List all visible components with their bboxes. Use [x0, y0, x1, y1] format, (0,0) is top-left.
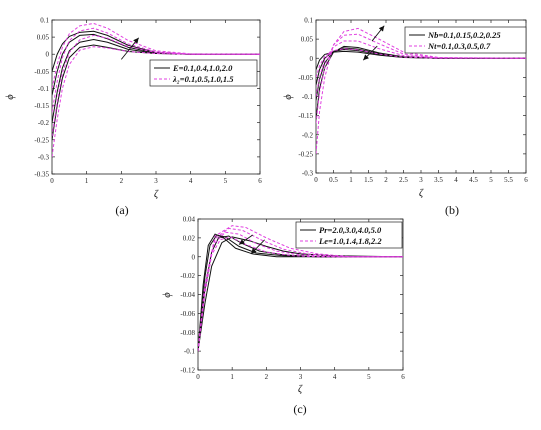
y-tick-label: -0.1 [184, 348, 196, 356]
x-tick-label: 3 [419, 176, 423, 184]
series-line-dashed [52, 34, 260, 137]
legend-label: Le=1.0,1.4,1.8,2.2 [318, 236, 382, 246]
x-tick-label: 4 [189, 177, 193, 185]
x-tick-label: 1 [230, 373, 234, 381]
x-tick-label: 4.5 [469, 176, 478, 184]
x-tick-label: 5 [224, 177, 228, 185]
y-tick-label: 0.04 [183, 216, 196, 224]
y-tick-label: -0.1 [302, 93, 314, 101]
panel-label: (c) [293, 402, 306, 416]
y-tick-label: -0.15 [34, 102, 49, 110]
legend-box [295, 221, 403, 249]
x-tick-label: 3 [299, 373, 303, 381]
x-axis-label: ζ [298, 384, 303, 395]
x-tick-label: 0.5 [329, 176, 338, 184]
x-tick-label: 6 [258, 177, 262, 185]
y-tick-label: -0.2 [38, 119, 50, 127]
legend-box [404, 26, 527, 54]
y-tick-label: -0.1 [38, 85, 50, 93]
series-line-dashed [316, 48, 526, 78]
series-line-solid [198, 233, 403, 352]
x-tick-label: 1 [349, 176, 353, 184]
legend-box [149, 59, 258, 87]
x-tick-label: 1.5 [364, 176, 373, 184]
x-tick-label: 3 [154, 177, 158, 185]
series-line-solid [198, 236, 403, 352]
trend-arrow [362, 45, 378, 61]
trend-arrow [238, 234, 253, 245]
x-tick-label: 5 [489, 176, 493, 184]
y-axis-label: ϕ [283, 94, 294, 99]
x-tick-label: 0 [196, 373, 200, 381]
y-tick-label: -0.05 [34, 68, 49, 76]
x-tick-label: 4 [454, 176, 458, 184]
trend-arrow [250, 239, 265, 255]
series-line-dashed [198, 231, 403, 352]
x-tick-label: 2.5 [399, 176, 408, 184]
series-group [316, 27, 526, 154]
y-tick-label: -0.3 [38, 153, 50, 161]
y-tick-label: -0.15 [298, 112, 313, 120]
y-tick-label: -0.2 [302, 131, 314, 139]
y-tick-label: 0.1 [304, 17, 313, 25]
panel-1: 0 0.5 1 1.5 2 2.5 3 3.5 4 4.5 5 5.5 6 0.1 0.05 0 -0.05 -0… [283, 17, 528, 218]
y-tick-label: 0 [192, 253, 196, 261]
series-line-dashed [52, 46, 260, 157]
x-tick-label: 6 [524, 176, 528, 184]
y-tick-label: -0.08 [180, 329, 195, 337]
y-tick-label: 0.1 [40, 17, 49, 25]
x-tick-label: 2 [384, 176, 388, 184]
x-tick-label: 0 [50, 177, 54, 185]
x-axis-label: ζ [154, 189, 159, 200]
series-line-dashed [198, 236, 403, 352]
y-axis-label: ϕ [5, 94, 16, 99]
x-tick-label: 5 [367, 373, 371, 381]
series-line-dashed [316, 33, 526, 124]
y-tick-label: 0.05 [301, 36, 314, 44]
x-tick-label: 2 [265, 373, 269, 381]
y-tick-label: -0.25 [34, 136, 49, 144]
y-axis-label: ϕ [162, 292, 173, 297]
y-tick-label: -0.06 [180, 310, 195, 318]
legend-label: E=0.1,0.4,1.0,2.0 [172, 63, 233, 73]
trend-arrow [371, 25, 385, 42]
series-line-dashed [198, 225, 403, 352]
x-tick-label: 3.5 [434, 176, 443, 184]
trend-arrow [120, 37, 140, 60]
plot-frame [51, 19, 261, 175]
x-axis-label: ζ [419, 188, 424, 199]
y-tick-label: 0.02 [183, 234, 196, 242]
series-line-dashed [52, 22, 260, 89]
y-tick-label: -0.25 [298, 150, 313, 158]
panel-0: 0 1 2 3 4 5 6 0.1 0.05 0 -0.05 -0.1 -0.15 -0.2 -0.25 -0… [5, 17, 262, 218]
legend-label: Nt=0.1,0.3,0.5,0.7 [427, 41, 491, 51]
y-tick-label: -0.02 [180, 272, 195, 280]
x-tick-label: 5.5 [504, 176, 513, 184]
x-tick-label: 4 [333, 373, 337, 381]
series-line-dashed [52, 27, 260, 113]
legend-label: Nb=0.1,0.15,0.2,0.25 [427, 30, 501, 40]
series-group [52, 22, 260, 157]
series-line-dashed [316, 27, 526, 154]
x-tick-label: 6 [401, 373, 405, 381]
y-tick-label: -0.05 [298, 74, 313, 82]
x-tick-label: 2 [120, 177, 124, 185]
series-line-dashed [316, 40, 526, 97]
y-tick-label: -0.3 [302, 170, 314, 178]
x-tick-label: 1 [85, 177, 89, 185]
x-tick-label: 0 [314, 176, 318, 184]
y-tick-label: -0.04 [180, 291, 195, 299]
y-tick-label: 0 [46, 51, 50, 59]
legend-label: Pr=2.0,3.0,4.0,5.0 [319, 225, 382, 235]
panel-2: 0 1 2 3 4 5 6 0.04 0.02 0 -0.02 -0.04 -0.06 -0.08 -0.1… [162, 216, 405, 417]
y-tick-label: -0.12 [180, 367, 195, 375]
y-tick-label: -0.35 [34, 171, 49, 179]
y-tick-label: 0.05 [37, 34, 50, 42]
y-tick-label: 0 [310, 55, 314, 63]
panel-label: (a) [115, 203, 128, 217]
panel-label: (b) [445, 203, 459, 217]
legend-label: λ₂=0.1,0.5,1.0,1.5 [172, 74, 234, 84]
